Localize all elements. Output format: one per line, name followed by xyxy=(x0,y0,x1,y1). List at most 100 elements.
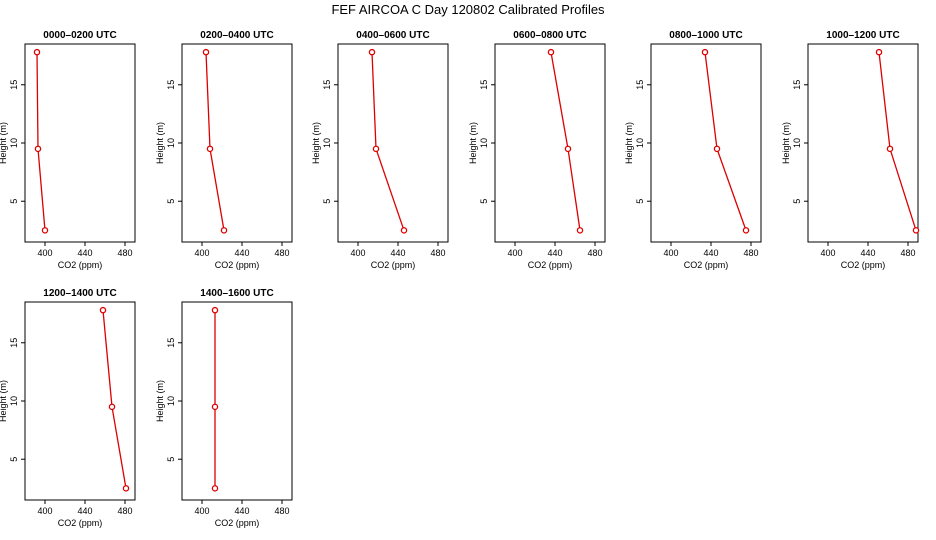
data-point xyxy=(34,145,42,153)
data-point xyxy=(108,403,116,411)
x-tick-label: 480 xyxy=(430,248,445,258)
y-tick-label: 10 xyxy=(792,138,802,148)
profile-panel: 1400–1600 UTC 400 440 480 CO2 (ppm) 5 10 15 Heig… xyxy=(155,288,293,528)
data-point xyxy=(368,48,376,56)
plot-frame xyxy=(807,43,919,243)
series-line xyxy=(36,52,46,231)
x-axis-label: CO2 (ppm) xyxy=(528,260,573,270)
x-tick-label: 440 xyxy=(390,248,405,258)
data-point xyxy=(701,48,709,56)
y-tick-label: 15 xyxy=(166,80,176,90)
y-tick-label: 15 xyxy=(635,80,645,90)
data-point xyxy=(713,145,721,153)
y-tick-label: 10 xyxy=(166,138,176,148)
x-tick-label: 440 xyxy=(234,506,249,516)
x-tick-label: 440 xyxy=(547,248,562,258)
x-tick-label: 480 xyxy=(117,248,132,258)
x-tick-label: 480 xyxy=(117,506,132,516)
x-axis-label: CO2 (ppm) xyxy=(684,260,729,270)
data-point xyxy=(875,48,883,56)
y-axis-label: Height (m) xyxy=(624,122,634,164)
data-point xyxy=(576,227,584,234)
x-tick-label: 400 xyxy=(663,248,678,258)
x-tick-label: 400 xyxy=(37,248,52,258)
y-axis-label: Height (m) xyxy=(155,380,165,422)
x-tick-label: 400 xyxy=(37,506,52,516)
x-tick-label: 400 xyxy=(507,248,522,258)
y-axis-label: Height (m) xyxy=(468,122,478,164)
y-axis-label: Height (m) xyxy=(155,122,165,164)
data-point xyxy=(220,227,228,234)
series-line xyxy=(102,310,127,489)
data-point xyxy=(211,485,219,492)
data-point xyxy=(41,227,49,234)
data-point xyxy=(99,306,107,314)
y-axis-label: Height (m) xyxy=(781,122,791,164)
profile-panel: 0800–1000 UTC 400 440 480 CO2 (ppm) 5 10 15 Heig… xyxy=(624,30,762,270)
series-line xyxy=(205,52,225,231)
data-point xyxy=(211,306,219,314)
plot-frame xyxy=(650,43,762,243)
data-point xyxy=(206,145,214,153)
y-tick-label: 10 xyxy=(166,396,176,406)
y-tick-label: 5 xyxy=(166,199,176,204)
panel-title: 1200–1400 UTC xyxy=(43,288,116,299)
panel-title: 0400–0600 UTC xyxy=(356,30,429,41)
profile-panel: 1200–1400 UTC 400 440 480 CO2 (ppm) 5 10 15 Heig… xyxy=(0,288,136,528)
data-point xyxy=(547,48,555,56)
y-tick-label: 5 xyxy=(166,457,176,462)
y-tick-label: 5 xyxy=(479,199,489,204)
data-point xyxy=(742,227,750,234)
y-tick-label: 5 xyxy=(635,199,645,204)
x-tick-label: 480 xyxy=(587,248,602,258)
y-tick-label: 5 xyxy=(322,199,332,204)
y-tick-label: 10 xyxy=(9,138,19,148)
profile-panel: 0200–0400 UTC 400 440 480 CO2 (ppm) 5 10 15 Heig… xyxy=(155,30,293,270)
x-tick-label: 400 xyxy=(820,248,835,258)
y-tick-label: 15 xyxy=(479,80,489,90)
x-tick-label: 440 xyxy=(703,248,718,258)
panel-title: 0600–0800 UTC xyxy=(513,30,586,41)
data-point xyxy=(211,403,219,411)
profile-panel: 0400–0600 UTC 400 440 480 CO2 (ppm) 5 10 15 Heig… xyxy=(311,30,449,270)
x-tick-label: 400 xyxy=(350,248,365,258)
series-line xyxy=(550,52,581,231)
x-axis-label: CO2 (ppm) xyxy=(58,260,103,270)
data-point xyxy=(372,145,380,153)
series-line xyxy=(371,52,405,231)
profile-panel: 0000–0200 UTC 400 440 480 CO2 (ppm) 5 10 15 Heig… xyxy=(0,30,136,270)
x-tick-label: 480 xyxy=(900,248,915,258)
x-tick-label: 440 xyxy=(77,248,92,258)
x-tick-label: 480 xyxy=(274,506,289,516)
y-tick-label: 15 xyxy=(9,80,19,90)
y-tick-label: 5 xyxy=(9,199,19,204)
data-point xyxy=(122,485,130,492)
plot-frame xyxy=(24,43,136,243)
plot-frame xyxy=(24,301,136,501)
x-axis-label: CO2 (ppm) xyxy=(215,518,260,528)
y-tick-label: 15 xyxy=(9,338,19,348)
panel-title: 0800–1000 UTC xyxy=(669,30,742,41)
plot-frame xyxy=(337,43,449,243)
data-point xyxy=(400,227,408,234)
x-tick-label: 400 xyxy=(194,506,209,516)
y-tick-label: 10 xyxy=(9,396,19,406)
x-tick-label: 480 xyxy=(743,248,758,258)
x-tick-label: 480 xyxy=(274,248,289,258)
data-point xyxy=(33,48,41,56)
plot-frame xyxy=(494,43,606,243)
plot-frame xyxy=(181,43,293,243)
panel-title: 0000–0200 UTC xyxy=(43,30,116,41)
data-point xyxy=(564,145,572,153)
panels: 0000–0200 UTC 400 440 480 CO2 (ppm) 5 10 15 Heig… xyxy=(0,30,920,528)
x-tick-label: 400 xyxy=(194,248,209,258)
panel-title: 1400–1600 UTC xyxy=(200,288,273,299)
y-tick-label: 10 xyxy=(322,138,332,148)
y-tick-label: 10 xyxy=(635,138,645,148)
y-tick-label: 5 xyxy=(792,199,802,204)
data-point xyxy=(886,145,894,153)
x-axis-label: CO2 (ppm) xyxy=(371,260,416,270)
y-axis-label: Height (m) xyxy=(0,380,8,422)
x-axis-label: CO2 (ppm) xyxy=(841,260,886,270)
